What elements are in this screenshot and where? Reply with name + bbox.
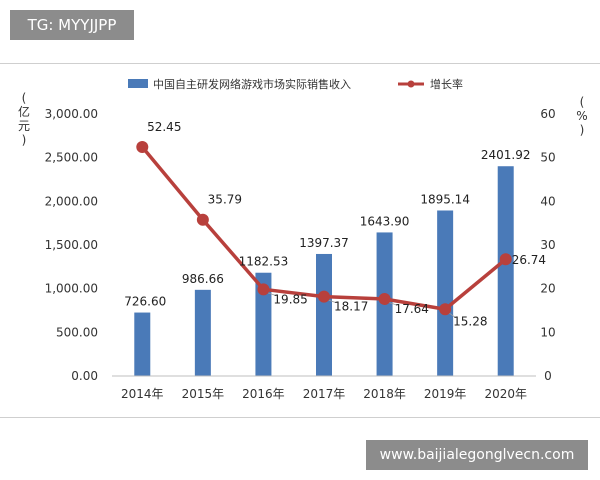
y-left-title-char: ) [22,133,27,147]
bar [194,289,211,376]
axis-titles: (亿元)(%) [18,91,588,147]
x-category-label: 2019年 [424,387,467,401]
line-point [439,303,452,316]
bar-value-label: 986.66 [182,272,224,286]
x-category-label: 2015年 [182,387,225,401]
line-point [136,140,149,153]
line-point [257,283,270,296]
line-point [318,290,330,303]
bar-value-label: 1895.14 [420,192,470,206]
legend: 中国自主研发网络游戏市场实际销售收入 增长率 [128,77,463,91]
y-left-title-char: ( [22,91,27,105]
bar [255,272,272,376]
line-point [499,253,512,266]
legend-label-line: 增长率 [430,77,463,91]
right-axis-ticks: 0 10 20 30 40 50 60 [540,107,555,383]
line-value-label: 19.85 [273,292,307,306]
y-left-tick-label: 1,000.00 [45,282,98,296]
line-point [378,292,391,305]
y-right-tick-label: 50 [540,151,555,165]
legend-swatch-marker [407,80,415,88]
y-left-title-char: 元 [18,119,30,133]
x-category-label: 2014年 [121,387,164,401]
bar-value-label: 726.60 [124,295,166,309]
bar-value-label: 1397.37 [299,236,349,250]
data-labels: 726.60 986.66 1182.53 1397.37 1643.90 1895.14… [124,120,546,328]
legend-swatch-bar [128,79,148,88]
y-right-tick-label: 40 [540,194,555,208]
bar [497,166,514,376]
y-left-tick-label: 2,000.00 [45,194,98,208]
left-axis-ticks: 0.00 500.00 1,000.00 1,500.00 2,000.00 2,500.… [45,107,98,383]
y-left-tick-label: 500.00 [56,325,98,339]
x-category-label: 2020年 [484,387,527,401]
bar [316,253,332,376]
x-category-label: 2016年 [242,387,285,401]
bar [134,312,151,376]
line-value-label: 35.79 [208,193,242,207]
y-right-tick-label: 0 [544,369,552,383]
bar-value-label: 2401.92 [481,148,531,162]
bar-value-label: 1182.53 [239,255,289,269]
line-value-label: 15.28 [453,314,487,328]
y-right-title-char: ( [580,95,585,109]
growth-line [136,140,512,316]
chart-frame [0,63,600,418]
y-left-tick-label: 1,500.00 [45,238,98,252]
category-labels: 2014年 2015年 2016年 2017年 2018年 2019年 2020年 [121,387,527,401]
y-right-tick-label: 20 [540,282,555,296]
bar-value-label: 1643.90 [360,214,410,228]
line-value-label: 17.64 [395,302,429,316]
x-category-label: 2017年 [303,387,346,401]
y-right-title-char: ) [580,123,585,137]
line-value-label: 18.17 [334,300,368,314]
watermark-badge: www.baijialegonglvecn.com [366,440,588,470]
y-left-title-char: 亿 [18,104,30,119]
y-right-title-char: % [576,109,587,123]
y-right-tick-label: 60 [540,107,555,121]
bars [134,166,514,376]
line-value-label: 52.45 [147,120,181,134]
bar [437,210,454,376]
y-left-tick-label: 0.00 [71,369,98,383]
line-value-label: 26.74 [512,253,546,267]
x-category-label: 2018年 [363,387,406,401]
y-left-tick-label: 3,000.00 [45,107,98,121]
line-point [196,213,209,226]
y-left-tick-label: 2,500.00 [45,151,98,165]
legend-label-bar: 中国自主研发网络游戏市场实际销售收入 [153,77,351,91]
tag-badge: TG: MYYJJPP [10,10,134,40]
y-right-tick-label: 10 [540,325,555,339]
y-right-tick-label: 30 [540,238,555,252]
